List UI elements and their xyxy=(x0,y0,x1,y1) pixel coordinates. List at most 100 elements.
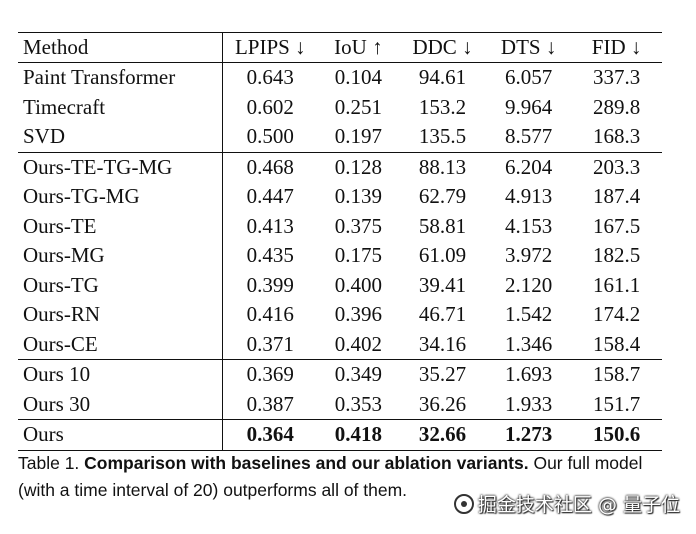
dts-cell: 9.964 xyxy=(505,94,553,119)
ddc-cell: 153.2 xyxy=(418,94,467,119)
method-cell: Ours-MG xyxy=(18,241,223,271)
table-row-best: Ours 0.364 0.418 32.66 1.273 150.6 xyxy=(18,419,662,450)
lpips-cell: 0.447 xyxy=(246,184,294,209)
interval-group: Ours 10 0.369 0.349 35.27 1.693 158.7 Ou… xyxy=(18,359,662,420)
fid-cell: 289.8 xyxy=(592,94,641,119)
header-lpips: LPIPS ↓ xyxy=(234,35,306,59)
caption-bold: Comparison with baselines and our ablati… xyxy=(84,453,529,473)
lpips-cell: 0.399 xyxy=(246,272,294,297)
ddc-cell: 39.41 xyxy=(418,272,467,297)
method-cell: Paint Transformer xyxy=(18,62,223,93)
table-row: Ours-TG 0.399 0.400 39.41 2.120 161.1 xyxy=(18,270,662,300)
dts-cell: 6.204 xyxy=(486,151,572,182)
iou-cell: 0.175 xyxy=(334,243,382,268)
lpips-cell: 0.643 xyxy=(246,65,294,90)
lpips-cell: 0.416 xyxy=(246,302,294,327)
ddc-cell: 35.27 xyxy=(398,359,487,390)
caption-label: Table 1. xyxy=(18,453,80,473)
watermark-text: 掘金技术社区 @ 量子位 xyxy=(477,494,680,516)
fid-cell: 337.3 xyxy=(592,65,641,90)
dts-cell: 3.972 xyxy=(505,243,553,268)
dts-cell: 1.273 xyxy=(486,419,572,450)
full-model-group: Ours 0.364 0.418 32.66 1.273 150.6 xyxy=(18,419,662,450)
method-cell: SVD xyxy=(18,122,223,152)
table-row: Ours 10 0.369 0.349 35.27 1.693 158.7 xyxy=(18,359,662,390)
method-cell: Ours-TG-MG xyxy=(18,182,223,212)
iou-cell: 0.418 xyxy=(317,419,399,450)
ddc-cell: 32.66 xyxy=(398,419,487,450)
fid-cell: 168.3 xyxy=(592,124,641,149)
header-ddc: DDC ↓ xyxy=(412,35,473,59)
iou-cell: 0.349 xyxy=(317,359,399,390)
lpips-cell: 0.435 xyxy=(246,243,294,268)
fid-cell: 150.6 xyxy=(571,419,662,450)
dts-cell: 6.057 xyxy=(505,65,553,90)
lpips-cell: 0.500 xyxy=(246,124,294,149)
table-caption: Table 1. Comparison with baselines and o… xyxy=(18,450,678,504)
baselines-group: Paint Transformer 0.643 0.104 94.61 6.05… xyxy=(18,62,662,152)
dts-cell: 1.542 xyxy=(505,302,553,327)
ddc-cell: 94.61 xyxy=(418,65,467,90)
table-row: Paint Transformer 0.643 0.104 94.61 6.05… xyxy=(18,62,662,93)
iou-cell: 0.396 xyxy=(334,302,382,327)
lpips-cell: 0.413 xyxy=(246,213,294,238)
dts-cell: 1.693 xyxy=(486,359,572,390)
method-cell: Ours-CE xyxy=(18,329,223,360)
table-row: Ours-TE 0.413 0.375 58.81 4.153 167.5 xyxy=(18,211,662,241)
fid-cell: 151.7 xyxy=(592,391,641,416)
table-row: Ours 30 0.387 0.353 36.26 1.933 151.7 xyxy=(18,389,662,420)
table-row: Ours-TG-MG 0.447 0.139 62.79 4.913 187.4 xyxy=(18,182,662,212)
fid-cell: 187.4 xyxy=(592,184,641,209)
header-fid: FID ↓ xyxy=(591,35,642,59)
header-dts: DTS ↓ xyxy=(500,35,557,59)
fid-cell: 203.3 xyxy=(571,151,662,182)
method-cell: Ours-RN xyxy=(18,300,223,330)
ddc-cell: 58.81 xyxy=(418,213,467,238)
method-cell: Ours-TG xyxy=(18,270,223,300)
dts-cell: 2.120 xyxy=(505,272,553,297)
lpips-cell: 0.369 xyxy=(222,359,318,390)
method-cell: Ours xyxy=(18,419,223,450)
fid-cell: 161.1 xyxy=(592,272,641,297)
fid-cell: 158.7 xyxy=(571,359,662,390)
table-row: Ours-MG 0.435 0.175 61.09 3.972 182.5 xyxy=(18,241,662,271)
header-iou: IoU ↑ xyxy=(334,35,383,59)
ddc-cell: 61.09 xyxy=(418,243,467,268)
table-row: SVD 0.500 0.197 135.5 8.577 168.3 xyxy=(18,122,662,152)
watermark: 掘金技术社区 @ 量子位 xyxy=(453,490,680,517)
iou-cell: 0.128 xyxy=(317,151,399,182)
fid-cell: 182.5 xyxy=(592,243,641,268)
header-method: Method xyxy=(18,32,223,63)
iou-cell: 0.400 xyxy=(334,272,382,297)
ddc-cell: 62.79 xyxy=(418,184,467,209)
fid-cell: 158.4 xyxy=(592,331,641,356)
lpips-cell: 0.364 xyxy=(222,419,318,450)
method-cell: Ours-TE-TG-MG xyxy=(18,151,223,182)
iou-cell: 0.139 xyxy=(334,184,382,209)
fid-cell: 167.5 xyxy=(592,213,641,238)
lpips-cell: 0.468 xyxy=(222,151,318,182)
dts-cell: 8.577 xyxy=(505,124,553,149)
table-row: Timecraft 0.602 0.251 153.2 9.964 289.8 xyxy=(18,92,662,122)
dts-cell: 4.153 xyxy=(505,213,553,238)
table-row: Ours-CE 0.371 0.402 34.16 1.346 158.4 xyxy=(18,329,662,360)
ddc-cell: 46.71 xyxy=(418,302,467,327)
iou-cell: 0.251 xyxy=(334,94,382,119)
iou-cell: 0.353 xyxy=(334,391,382,416)
method-cell: Ours 30 xyxy=(18,389,223,420)
dts-cell: 1.933 xyxy=(505,391,553,416)
ddc-cell: 135.5 xyxy=(418,124,467,149)
iou-cell: 0.375 xyxy=(334,213,382,238)
results-table: Method LPIPS ↓ IoU ↑ DDC ↓ DTS ↓ FID ↓ P… xyxy=(18,32,662,451)
table-row: Ours-RN 0.416 0.396 46.71 1.542 174.2 xyxy=(18,300,662,330)
caption-text: Our full model (with a time interval of … xyxy=(18,453,643,500)
fid-cell: 174.2 xyxy=(592,302,641,327)
method-cell: Ours 10 xyxy=(18,359,223,390)
dts-cell: 1.346 xyxy=(505,331,553,356)
iou-cell: 0.402 xyxy=(334,331,382,356)
header-row: Method LPIPS ↓ IoU ↑ DDC ↓ DTS ↓ FID ↓ xyxy=(18,32,662,63)
method-cell: Ours-TE xyxy=(18,211,223,241)
ddc-cell: 34.16 xyxy=(418,331,467,356)
table-row: Ours-TE-TG-MG 0.468 0.128 88.13 6.204 20… xyxy=(18,151,662,182)
iou-cell: 0.197 xyxy=(334,124,382,149)
